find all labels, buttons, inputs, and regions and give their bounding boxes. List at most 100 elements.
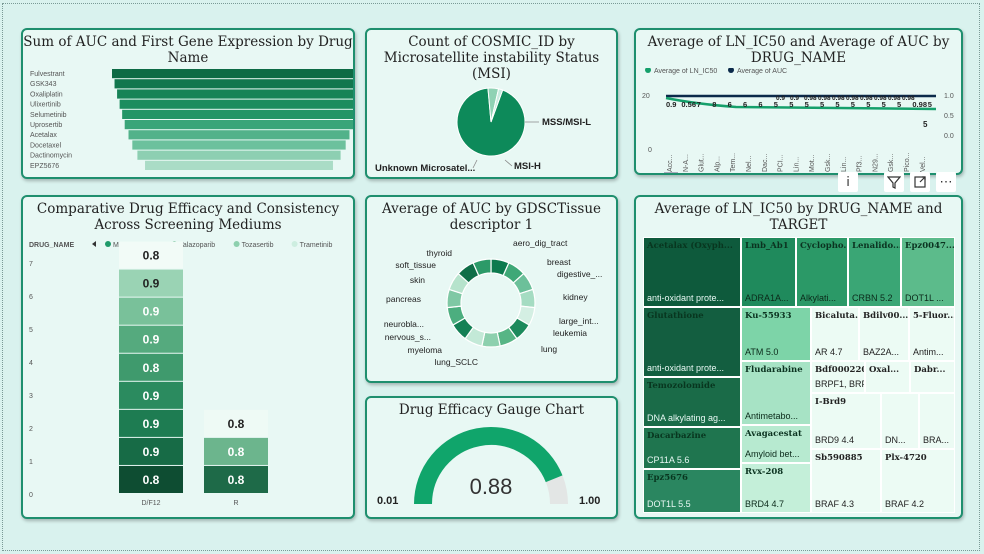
funnel-bar: [112, 69, 353, 79]
treemap-cell[interactable]: Bdf00022089A BRPF1, BRPF...: [811, 361, 865, 393]
x-axis-tick: Mot...: [809, 154, 816, 172]
treemap-target-label: DOT1L 5.5: [647, 499, 691, 509]
donut-chart-title: Average of AUC by GDSCTissue descriptor …: [381, 201, 601, 233]
auc-data-label: 0.98: [902, 95, 915, 102]
treemap-target-label: BRA...: [923, 435, 950, 445]
x-axis-tick: Tem...: [730, 153, 737, 172]
gauge-min-label: 0.01: [377, 495, 398, 507]
bar-segment: [119, 269, 183, 297]
donut-label: leukemia: [553, 328, 587, 338]
stacked-bar-card[interactable]: Comparative Drug Efficacy and Consistenc…: [21, 195, 355, 519]
donut-label: skin: [410, 275, 425, 285]
treemap-cell[interactable]: Acetalax (Oxyph... anti-oxidant prote...: [643, 237, 741, 307]
filter-icon[interactable]: [884, 172, 904, 192]
report-canvas: [2, 3, 980, 551]
treemap-cell[interactable]: Ku-55933 ATM 5.0: [741, 307, 811, 361]
treemap-drug-label: Sb590885: [815, 453, 863, 463]
y2-axis-tick: 1.0: [944, 93, 954, 100]
treemap-cell[interactable]: Epz0047... DOT1L ...: [901, 237, 955, 307]
treemap-cell[interactable]: Rvx-208 BRD4 4.7: [741, 463, 811, 513]
gauge-card[interactable]: Drug Efficacy Gauge Chart 0.88 0.01 1.00: [365, 396, 618, 519]
gauge-value: 0.88: [470, 474, 513, 499]
treemap-cell[interactable]: I-Brd9 BRD9 4.4: [811, 393, 881, 449]
treemap-drug-label: Bicaluta...: [815, 311, 859, 321]
treemap-cell[interactable]: DN...: [881, 393, 919, 449]
treemap-target-label: AR 4.7: [815, 347, 843, 357]
bar-segment: [119, 381, 183, 409]
bar-data-label: 0.9: [143, 277, 160, 291]
treemap-cell[interactable]: Fludarabine Antimetabo...: [741, 361, 811, 425]
treemap-cell[interactable]: Bdilv00... BAZ2A...: [859, 307, 909, 361]
treemap-cell[interactable]: Lenalido... CRBN 5.2: [848, 237, 901, 307]
treemap-drug-label: I-Brd9: [815, 397, 847, 407]
treemap-cell[interactable]: Bicaluta... AR 4.7: [811, 307, 859, 361]
bar-data-label: 0.9: [143, 305, 160, 319]
donut-chart-card[interactable]: Average of AUC by GDSCTissue descriptor …: [365, 195, 618, 383]
bar-segment: [119, 325, 183, 353]
treemap-cell[interactable]: Cyclopho... Alkylati...: [796, 237, 848, 307]
treemap-cell[interactable]: Plx-4720 BRAF 4.2: [881, 449, 955, 513]
treemap-card[interactable]: Average of LN_IC50 by DRUG_NAME and TARG…: [634, 195, 963, 519]
treemap-cell[interactable]: Dacarbazine CP11A 5.6: [643, 427, 741, 469]
auc-data-label: 0.98: [874, 95, 887, 102]
y-axis-tick: 2: [29, 426, 33, 433]
treemap-cell[interactable]: Dabr...: [910, 361, 955, 393]
pie-label: MSS/MSI-L: [542, 117, 591, 128]
y-axis-tick: 6: [29, 294, 33, 301]
treemap-drug-label: Fludarabine: [745, 365, 803, 375]
legend-label: Average of LN_IC50: [654, 68, 717, 75]
treemap-target-label: ATM 5.0: [745, 347, 779, 357]
x-axis-tick: Glut...: [699, 153, 706, 172]
treemap-drug-label: Lmb_Ab1: [745, 241, 789, 251]
treemap-cell[interactable]: Glutathione anti-oxidant prote...: [643, 307, 741, 377]
more-options-icon[interactable]: ⋯: [936, 172, 956, 192]
legend-marker: [728, 68, 734, 73]
bar-data-label: 0.9: [143, 445, 160, 459]
ic50-data-label: 5: [923, 120, 928, 129]
donut-label: myeloma: [408, 345, 443, 355]
treemap-target-label: Amyloid bet...: [745, 449, 800, 459]
line-chart: Average of LN_IC50 Average of AUC 20 0 1.0 0.…: [642, 68, 954, 173]
donut-label: kidney: [563, 292, 588, 302]
treemap-cell[interactable]: Avagacestat Amyloid bet...: [741, 425, 811, 463]
x-axis-tick: Acc...: [667, 154, 674, 172]
x-axis-tick: Alp...: [714, 156, 721, 172]
treemap-target-label: BRD9 4.4: [815, 435, 855, 445]
treemap-cell[interactable]: BRA...: [919, 393, 955, 449]
treemap-target-label: BRAF 4.2: [885, 499, 925, 509]
msi-pie-card[interactable]: Count of COSMIC_ID by Microsatellite ins…: [365, 28, 618, 179]
treemap-cell[interactable]: Temozolomide DNA alkylating ag...: [643, 377, 741, 427]
treemap-drug-label: Glutathione: [647, 311, 704, 321]
legend-marker: [645, 68, 651, 73]
funnel-chart-card[interactable]: Sum of AUC and First Gene Expression by …: [21, 28, 355, 179]
auc-data-label: 0.98: [818, 95, 831, 102]
bar-segment: [204, 465, 268, 493]
bar-data-label: 0.8: [228, 417, 245, 431]
line-chart-card[interactable]: Average of LN_IC50 and Average of AUC by…: [634, 28, 963, 175]
treemap-cell[interactable]: Lmb_Ab1 ADRA1A...: [741, 237, 796, 307]
info-icon[interactable]: ⅰ: [838, 172, 858, 192]
treemap-target-label: ADRA1A...: [745, 293, 789, 303]
y-axis-tick: 1: [29, 459, 33, 466]
treemap-drug-label: Temozolomide: [647, 381, 716, 391]
funnel-bar: [119, 99, 353, 109]
donut-label: aero_dig_tract: [513, 238, 568, 248]
treemap-drug-label: Lenalido...: [852, 241, 901, 251]
donut-label: soft_tissue: [395, 260, 436, 270]
treemap-cell[interactable]: 5-Fluor... Antim...: [909, 307, 955, 361]
treemap-drug-label: Plx-4720: [885, 453, 927, 463]
funnel-category-label: Oxaliplatin: [30, 91, 63, 98]
pie-label: Unknown Microsatel...: [375, 163, 475, 174]
treemap-cell[interactable]: Oxal...: [865, 361, 910, 393]
bar-segment: [204, 409, 268, 437]
treemap-cell[interactable]: Sb590885 BRAF 4.3: [811, 449, 881, 513]
treemap-cell[interactable]: Epz5676 DOT1L 5.5: [643, 469, 741, 513]
y-axis-tick: 5: [29, 327, 33, 334]
x-axis-tick: Dac...: [762, 154, 769, 172]
y2-axis-tick: 0.0: [944, 133, 954, 140]
funnel-category-label: GSK343: [30, 81, 57, 88]
legend-marker: [105, 241, 111, 247]
focus-mode-icon[interactable]: [910, 172, 930, 192]
treemap-drug-label: Bdilv00...: [863, 311, 909, 321]
msi-pie-title: Count of COSMIC_ID by Microsatellite ins…: [383, 34, 600, 82]
